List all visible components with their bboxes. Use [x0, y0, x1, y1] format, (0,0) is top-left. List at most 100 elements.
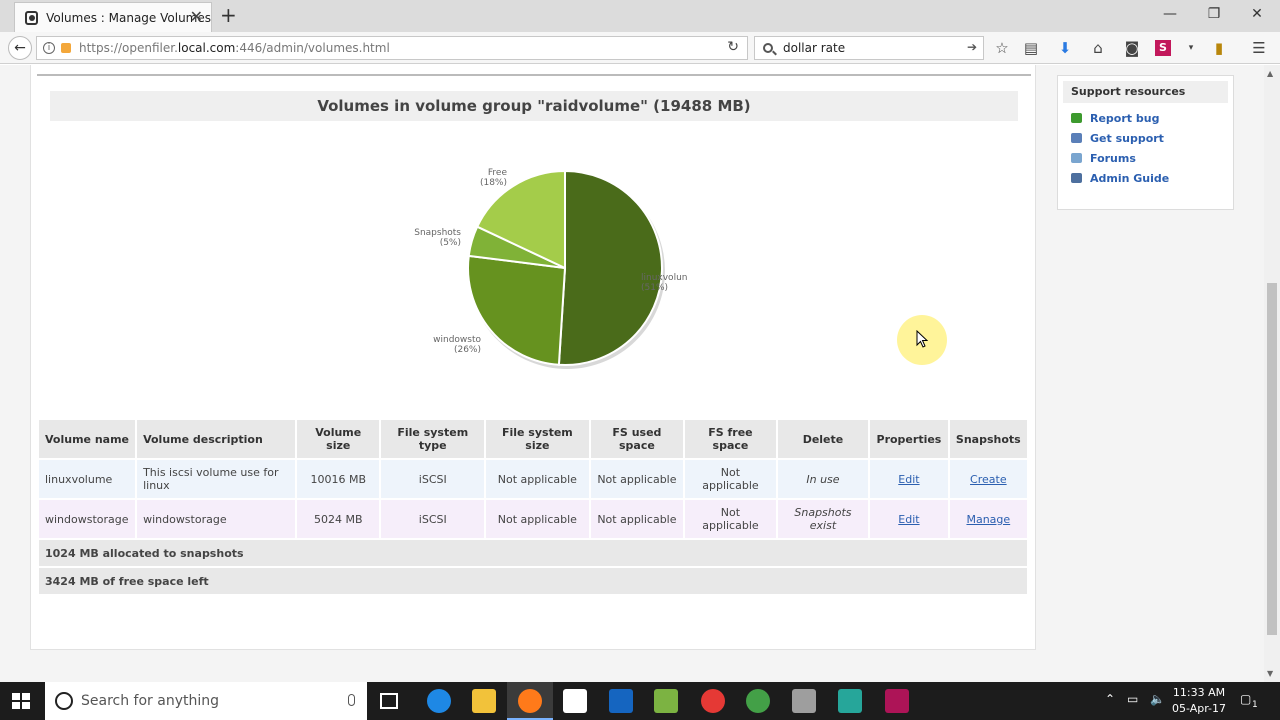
browser-tab[interactable]: Volumes : Manage Volumes ✕ [14, 2, 212, 32]
cell-fs-free: Not applicable [685, 500, 776, 538]
download-icon[interactable]: ⬇ [1058, 39, 1072, 57]
store-icon[interactable] [563, 689, 587, 713]
tray-chevron-icon[interactable]: ⌃ [1105, 692, 1116, 706]
free-space-summary: 3424 MB of free space left [39, 568, 1027, 594]
book-icon [1071, 173, 1082, 183]
extension-folder-icon[interactable]: ▮ [1214, 39, 1224, 57]
cortana-icon [55, 692, 73, 710]
back-icon[interactable]: ← [8, 36, 32, 60]
tab-close-icon[interactable]: ✕ [189, 7, 203, 26]
cell-snapshots: Create [949, 460, 1027, 498]
taskbar-clock[interactable]: 11:33 AM 05-Apr-17 [1168, 685, 1230, 717]
search-icon [763, 43, 773, 53]
extension-s-icon[interactable]: S [1155, 40, 1171, 56]
pie-slice-1 [467, 254, 567, 366]
menu-icon[interactable]: ☰ [1252, 39, 1266, 57]
table-header-row: Volume name Volume description Volume si… [39, 420, 1027, 458]
search-input[interactable]: dollar rate [783, 41, 846, 55]
clock-time: 11:33 AM [1172, 686, 1226, 699]
sidebar-title: Support resources [1063, 81, 1228, 103]
url-text[interactable]: https://openfiler.local.com:446/admin/vo… [79, 41, 390, 55]
pie-svg [467, 169, 665, 369]
chrome-icon[interactable] [746, 689, 770, 713]
summary-row: 3424 MB of free space left [39, 568, 1027, 594]
support-resources-panel: Support resources Report bug Get support… [1057, 75, 1234, 210]
page-content: Volumes in volume group "raidvolume" (19… [0, 65, 1264, 682]
cell-fs-used: Not applicable [590, 460, 684, 498]
edge-icon[interactable] [427, 689, 451, 713]
sidebar-item-get-support[interactable]: Get support [1071, 128, 1233, 148]
taskbar: Search for anything ⌃ ▭ 🔈 11:33 AM 05-Ap… [0, 682, 1280, 720]
cell-fs-type: iSCSI [381, 460, 485, 498]
address-bar[interactable]: i https://openfiler.local.com:446/admin/… [36, 36, 748, 60]
main-panel: Volumes in volume group "raidvolume" (19… [30, 65, 1036, 650]
cell-volume-description: windowstorage [137, 500, 295, 538]
tab-title: Volumes : Manage Volumes [46, 10, 211, 25]
restore-icon[interactable]: ❐ [1207, 6, 1221, 22]
pie-label-linuxvolume: linuxvolun (51%) [641, 273, 688, 293]
sidebar-item-forums[interactable]: Forums [1071, 148, 1233, 168]
col-delete: Delete [777, 420, 869, 458]
taskbar-search-input[interactable]: Search for anything [81, 693, 219, 709]
create-snapshot-link[interactable]: Create [970, 472, 1007, 486]
col-fs-type: File system type [381, 420, 485, 458]
sidebar-item-label: Forums [1090, 151, 1136, 165]
pie-slice-0 [557, 169, 663, 366]
cell-delete-status: Snapshots exist [777, 500, 869, 538]
notepad-icon[interactable] [654, 689, 678, 713]
cell-fs-free: Not applicable [685, 460, 776, 498]
home-icon[interactable]: ⌂ [1093, 39, 1103, 57]
col-fs-used: FS used space [590, 420, 684, 458]
insecure-lock-icon[interactable] [61, 43, 71, 53]
col-snapshots: Snapshots [949, 420, 1027, 458]
volume-pie-chart: Free (18%) Snapshots (5%) linuxvolun (51%) … [361, 155, 721, 385]
snapshot-allocation-summary: 1024 MB allocated to snapshots [39, 540, 1027, 566]
manage-snapshots-link[interactable]: Manage [966, 512, 1011, 526]
cell-volume-name: windowstorage [39, 500, 136, 538]
edit-link[interactable]: Edit [898, 512, 920, 526]
file-explorer-icon[interactable] [472, 689, 496, 713]
cell-volume-size: 10016 MB [297, 460, 380, 498]
scroll-thumb[interactable] [1267, 283, 1277, 635]
bug-icon [1071, 113, 1082, 123]
volume-icon[interactable]: 🔈 [1150, 692, 1165, 706]
sidebar-item-report-bug[interactable]: Report bug [1071, 108, 1233, 128]
table-row: windowstorage windowstorage 5024 MB iSCS… [39, 500, 1027, 538]
col-volume-name: Volume name [39, 420, 136, 458]
app-icon[interactable] [838, 689, 862, 713]
summary-row: 1024 MB allocated to snapshots [39, 540, 1027, 566]
network-tool-icon[interactable] [792, 689, 816, 713]
page-scrollbar[interactable]: ▲ ▼ [1264, 65, 1280, 682]
network-icon[interactable]: ▭ [1127, 692, 1139, 706]
cell-properties: Edit [870, 460, 948, 498]
task-view-icon[interactable] [380, 693, 398, 709]
cell-delete-status: In use [777, 460, 869, 498]
edit-link[interactable]: Edit [898, 472, 920, 486]
sidebar-item-admin-guide[interactable]: Admin Guide [1071, 168, 1233, 188]
outlook-icon[interactable] [609, 689, 633, 713]
scroll-up-icon[interactable]: ▲ [1267, 69, 1274, 78]
microphone-icon[interactable] [348, 694, 355, 706]
windows-start-icon[interactable] [12, 693, 30, 709]
media-app-icon[interactable] [885, 689, 909, 713]
opera-icon[interactable] [701, 689, 725, 713]
pie-slice-3 [475, 169, 566, 270]
scroll-down-icon[interactable]: ▼ [1267, 669, 1274, 678]
taskbar-search[interactable]: Search for anything [45, 682, 367, 720]
search-bar[interactable]: dollar rate ➔ [754, 36, 984, 60]
action-center-icon[interactable]: ▢ [1240, 692, 1252, 706]
new-tab-icon[interactable]: + [220, 3, 237, 27]
reload-icon[interactable]: ↻ [727, 39, 739, 55]
nav-bar: ← i https://openfiler.local.com:446/admi… [0, 32, 1280, 64]
reading-list-icon[interactable]: ▤ [1023, 39, 1039, 57]
search-go-icon[interactable]: ➔ [966, 40, 977, 54]
close-window-icon[interactable]: ✕ [1251, 6, 1263, 22]
firefox-icon[interactable] [518, 689, 542, 713]
extension-dropdown-icon[interactable]: ▾ [1188, 43, 1194, 53]
pocket-icon[interactable]: ◙ [1124, 39, 1140, 57]
info-icon[interactable]: i [43, 42, 55, 54]
bookmark-star-icon[interactable]: ☆ [995, 39, 1009, 57]
forums-icon [1071, 153, 1082, 163]
minimize-icon[interactable]: — [1163, 6, 1177, 22]
cell-fs-used: Not applicable [590, 500, 684, 538]
